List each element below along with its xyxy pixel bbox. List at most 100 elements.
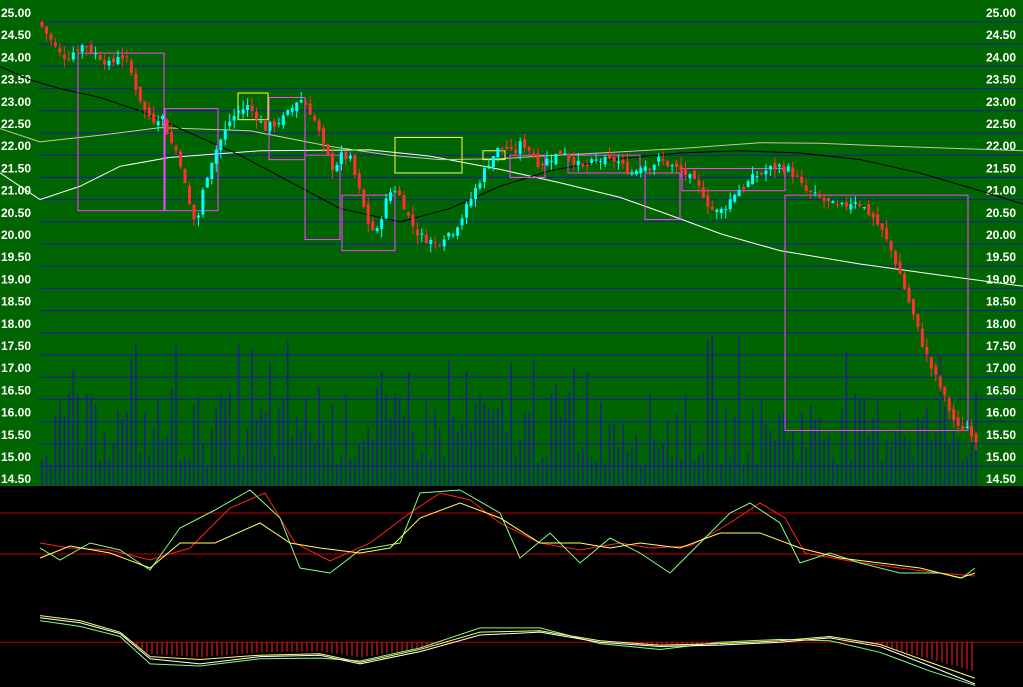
- osc-green-line: [39, 489, 976, 579]
- candle-body: [898, 261, 902, 275]
- candle-body: [375, 228, 379, 232]
- candle-body: [911, 299, 915, 315]
- range-box-magenta: [644, 172, 681, 221]
- candle-body: [103, 60, 107, 65]
- candle-body: [406, 212, 410, 216]
- y-tick-label-right: 23.50: [986, 73, 1016, 87]
- range-box-magenta: [567, 154, 641, 174]
- candle-body: [724, 209, 728, 211]
- candle-body: [44, 26, 48, 34]
- candle-body: [290, 108, 294, 112]
- candle-body: [938, 376, 942, 388]
- y-tick-label-left: 17.50: [1, 339, 31, 353]
- candle-body: [728, 199, 732, 210]
- candle-body: [706, 195, 710, 207]
- candle-body: [621, 159, 625, 164]
- candle-body: [889, 241, 893, 251]
- oscillator-panel[interactable]: [0, 486, 1023, 687]
- candle-body: [795, 175, 799, 177]
- candle-body: [907, 287, 911, 303]
- candle-body: [822, 197, 826, 201]
- candle-body: [295, 102, 299, 112]
- candle-body: [648, 168, 652, 170]
- candle-body: [49, 34, 53, 40]
- candle-body: [246, 105, 250, 110]
- candle-body: [777, 164, 781, 167]
- candle-body: [514, 149, 518, 154]
- candle-body: [116, 56, 120, 65]
- candle-body: [120, 55, 124, 59]
- y-tick-label-right: 15.00: [986, 450, 1016, 464]
- macd-white-line: [39, 617, 976, 685]
- candle-body: [862, 207, 866, 209]
- macd-panel[interactable]: [0, 615, 1023, 686]
- candle-body: [746, 181, 750, 187]
- candle-body: [827, 198, 831, 202]
- candle-body: [541, 164, 545, 166]
- range-box-yellow: [394, 136, 463, 174]
- y-tick-label-left: 21.50: [1, 161, 31, 175]
- candle-body: [920, 328, 924, 347]
- y-tick-label-left: 18.00: [1, 317, 31, 331]
- candle-body: [161, 115, 165, 119]
- y-tick-label-right: 24.50: [986, 28, 1016, 42]
- candle-body: [929, 357, 933, 369]
- range-box-magenta: [509, 154, 546, 178]
- candle-body: [129, 60, 133, 73]
- y-tick-label-right: 22.00: [986, 139, 1016, 153]
- candle-body: [965, 426, 969, 429]
- candle-body: [339, 152, 343, 165]
- candle-body: [532, 153, 536, 157]
- candle-body: [710, 206, 714, 210]
- candle-body: [773, 163, 777, 170]
- candle-body: [442, 239, 446, 247]
- candle-body: [831, 201, 835, 204]
- candle-body: [299, 100, 303, 103]
- candle-body: [809, 190, 813, 193]
- candle-body: [174, 146, 178, 151]
- candle-body: [563, 153, 567, 155]
- candle-body: [885, 228, 889, 240]
- candle-body: [545, 158, 549, 166]
- candle-body: [80, 45, 84, 52]
- ma-mid-line: [0, 127, 1023, 161]
- candle-body: [719, 208, 723, 214]
- candle-body: [134, 73, 138, 90]
- candle-body: [518, 141, 522, 154]
- candle-body: [876, 214, 880, 225]
- candle-body: [652, 164, 656, 170]
- y-tick-label-left: 15.50: [1, 428, 31, 442]
- candle-body: [491, 156, 495, 168]
- y-tick-label-right: 17.00: [986, 361, 1016, 375]
- candle-body: [661, 159, 665, 161]
- y-tick-label-right: 19.00: [986, 272, 1016, 286]
- price-panel[interactable]: 25.00 25.00 24.50 24.50 24.00 24.00 23.50 23.50…: [0, 0, 1023, 489]
- candle-body: [415, 229, 419, 236]
- y-tick-label-left: 24.50: [1, 28, 31, 42]
- candle-body: [684, 167, 688, 175]
- candle-body: [469, 198, 473, 206]
- candle-body: [786, 166, 790, 172]
- y-tick-label-right: 15.50: [986, 428, 1016, 442]
- candle-body: [500, 147, 504, 149]
- ma-short-line: [0, 65, 1023, 223]
- candle-body: [362, 189, 366, 207]
- candle-body: [281, 115, 285, 126]
- candle-body: [125, 56, 129, 58]
- candle-body: [250, 105, 254, 111]
- candle-body: [952, 409, 956, 420]
- candle-body: [840, 202, 844, 204]
- candle-body: [482, 168, 486, 183]
- candle-body: [800, 176, 804, 184]
- candle-body: [764, 170, 768, 175]
- candle-body: [152, 113, 156, 123]
- candle-body: [196, 215, 200, 218]
- y-tick-label-left: 20.00: [1, 228, 31, 242]
- candle-body: [657, 156, 661, 162]
- candle-body: [916, 313, 920, 327]
- candle-body: [549, 160, 553, 162]
- candle-body: [523, 139, 527, 148]
- candle-body: [53, 42, 57, 46]
- candle-body: [675, 162, 679, 167]
